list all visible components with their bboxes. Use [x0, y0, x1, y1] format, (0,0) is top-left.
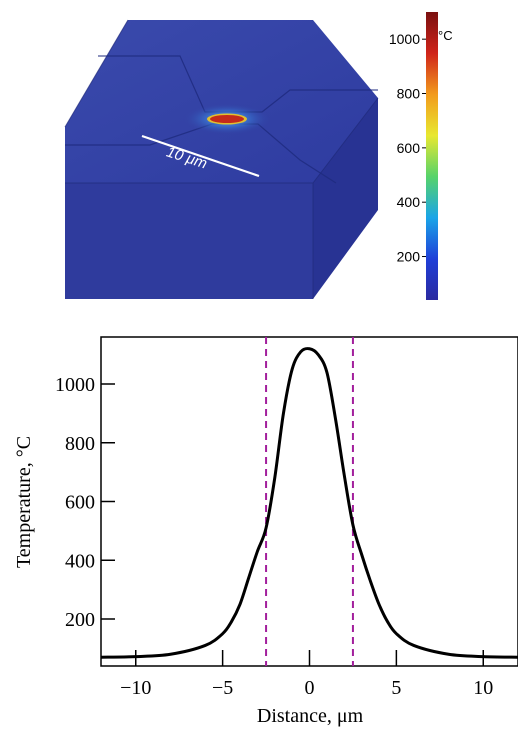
block-edges: [64, 19, 379, 299]
scale-bar: [141, 134, 260, 178]
y-tick-label: 400: [65, 550, 95, 572]
y-tick-label: 1000: [55, 374, 95, 396]
x-tick-label: 5: [391, 677, 401, 699]
block-right-face: [313, 98, 378, 299]
thermal-map: 10 μm: [64, 19, 379, 299]
x-tick-label: 0: [305, 677, 315, 699]
series-group: [100, 347, 518, 659]
y-tick-label: 200: [65, 609, 95, 631]
colorbar-ticks: 1000 800 600 400 200: [389, 31, 426, 265]
y-tick-label: 800: [65, 433, 95, 455]
x-axis-ticks: −10 −5 0 5 10: [120, 650, 493, 699]
plot-frame: [100, 336, 518, 667]
colorbar-tick-label: 800: [397, 86, 421, 102]
dashed-markers: [265, 337, 354, 666]
colorbar: 1000 800 600 400 200 °C: [389, 12, 453, 300]
x-axis-label: Distance, μm: [257, 705, 364, 727]
colorbar-gradient: [426, 12, 438, 300]
colorbar-tick-label: 400: [397, 194, 421, 210]
block-front-face: [65, 183, 313, 299]
temperature-curve: [100, 347, 518, 659]
block-top-face: [65, 20, 378, 183]
y-tick-label: 600: [65, 492, 95, 514]
hotspot-core: [210, 115, 244, 123]
x-tick-label: −10: [120, 677, 151, 699]
colorbar-tick-label: 1000: [389, 31, 420, 47]
colorbar-unit: °C: [438, 28, 453, 43]
y-axis-label: Temperature, °C: [13, 436, 35, 568]
x-tick-label: −5: [212, 677, 233, 699]
colorbar-tick-label: 200: [397, 249, 421, 265]
colorbar-tick-label: 600: [397, 140, 421, 156]
y-axis-ticks: 200 400 600 800 1000: [55, 374, 115, 631]
x-tick-label: 10: [473, 677, 493, 699]
